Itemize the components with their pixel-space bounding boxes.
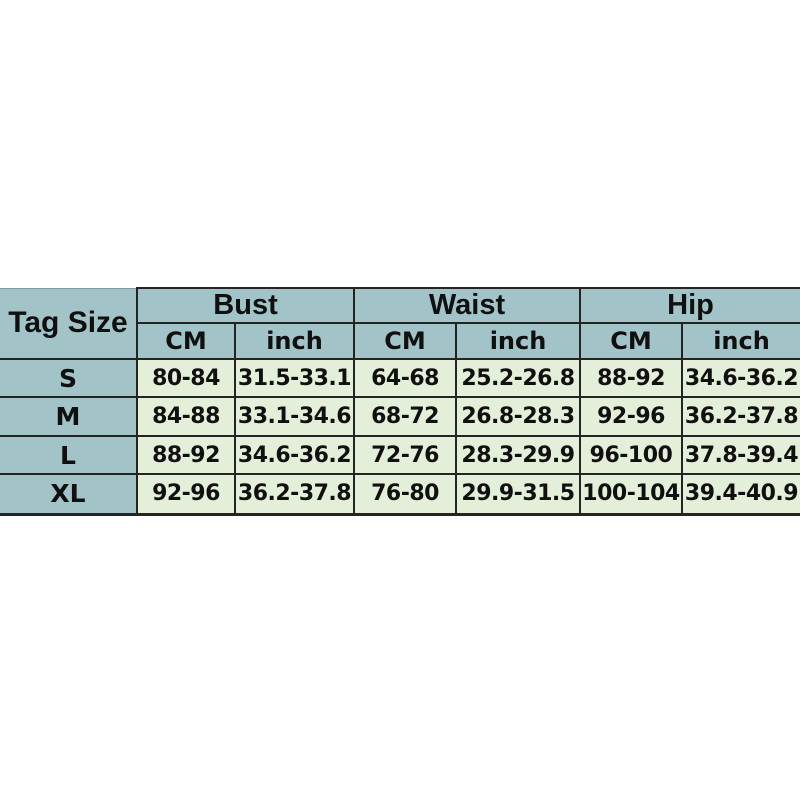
- table-row-l: L 88-92 34.6-36.2 72-76 28.3-29.9 96-100…: [0, 435, 800, 475]
- bust-inch-unit-header: inch: [233, 322, 356, 360]
- size-label-m: M: [0, 396, 138, 437]
- cell-l-hip-cm: 96-100: [579, 435, 684, 475]
- cell-l-bust-inch: 34.6-36.2: [233, 435, 356, 475]
- cell-s-bust-cm: 80-84: [136, 358, 236, 398]
- cell-l-waist-cm: 72-76: [353, 435, 458, 475]
- cell-xl-bust-inch: 36.2-37.8: [233, 473, 356, 516]
- waist-inch-unit-header: inch: [455, 322, 582, 360]
- hip-header: Hip: [579, 287, 800, 324]
- cell-xl-hip-cm: 100-104: [579, 473, 684, 516]
- cell-xl-bust-cm: 92-96: [136, 473, 236, 516]
- cell-m-hip-inch: 36.2-37.8: [681, 396, 800, 437]
- cell-m-hip-cm: 92-96: [579, 396, 684, 437]
- waist-header: Waist: [353, 287, 582, 324]
- hip-inch-unit-header: inch: [681, 322, 800, 360]
- cell-xl-waist-inch: 29.9-31.5: [455, 473, 582, 516]
- size-label-l: L: [0, 435, 138, 475]
- size-label-s: S: [0, 358, 138, 398]
- hip-cm-unit-header: CM: [579, 322, 684, 360]
- size-label-xl: XL: [0, 473, 138, 516]
- size-chart-table: Tag Size Bust Waist Hip CM inch CM inch …: [0, 287, 800, 516]
- cell-s-bust-inch: 31.5-33.1: [233, 358, 356, 398]
- cell-l-waist-inch: 28.3-29.9: [455, 435, 582, 475]
- waist-cm-unit-header: CM: [353, 322, 458, 360]
- cell-m-bust-inch: 33.1-34.6: [233, 396, 356, 437]
- cell-xl-waist-cm: 76-80: [353, 473, 458, 516]
- cell-s-waist-cm: 64-68: [353, 358, 458, 398]
- cell-s-hip-cm: 88-92: [579, 358, 684, 398]
- table-row-m: M 84-88 33.1-34.6 68-72 26.8-28.3 92-96 …: [0, 396, 800, 437]
- cell-m-waist-inch: 26.8-28.3: [455, 396, 582, 437]
- cell-l-bust-cm: 88-92: [136, 435, 236, 475]
- bust-header: Bust: [135, 287, 356, 324]
- cell-m-bust-cm: 84-88: [136, 396, 236, 437]
- cell-m-waist-cm: 68-72: [353, 396, 458, 437]
- bust-cm-unit-header: CM: [136, 322, 236, 360]
- cell-s-waist-inch: 25.2-26.8: [455, 358, 582, 398]
- tag-size-header: Tag Size: [0, 287, 138, 360]
- cell-xl-hip-inch: 39.4-40.9: [681, 473, 800, 516]
- cell-l-hip-inch: 37.8-39.4: [681, 435, 800, 475]
- size-chart: Tag Size Bust Waist Hip CM inch CM inch …: [0, 287, 800, 516]
- table-row-xl: XL 92-96 36.2-37.8 76-80 29.9-31.5 100-1…: [0, 473, 800, 516]
- table-row-s: S 80-84 31.5-33.1 64-68 25.2-26.8 88-92 …: [0, 358, 800, 398]
- cell-s-hip-inch: 34.6-36.2: [681, 358, 800, 398]
